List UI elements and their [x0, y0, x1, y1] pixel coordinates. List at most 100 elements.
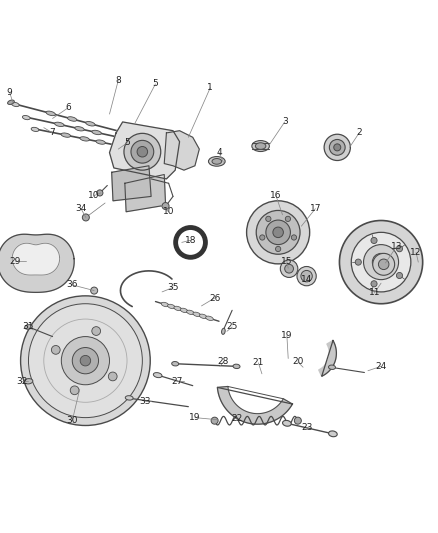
Text: 18: 18 — [185, 236, 196, 245]
Polygon shape — [125, 174, 166, 212]
Text: 17: 17 — [310, 204, 321, 213]
Circle shape — [256, 211, 300, 254]
Circle shape — [294, 417, 301, 424]
Circle shape — [301, 270, 312, 282]
Text: 33: 33 — [139, 397, 150, 406]
Ellipse shape — [172, 361, 179, 366]
Polygon shape — [0, 234, 74, 293]
Text: 7: 7 — [49, 128, 56, 138]
Circle shape — [70, 386, 79, 394]
Text: 5: 5 — [124, 139, 130, 148]
Text: 35: 35 — [167, 283, 179, 292]
Text: 23: 23 — [301, 423, 312, 432]
Polygon shape — [164, 131, 199, 170]
Circle shape — [276, 246, 281, 252]
Circle shape — [355, 259, 361, 265]
Text: 4: 4 — [216, 148, 222, 157]
Circle shape — [131, 140, 154, 163]
Ellipse shape — [67, 117, 77, 121]
Text: 16: 16 — [270, 191, 282, 200]
Circle shape — [285, 216, 290, 222]
Circle shape — [351, 232, 411, 292]
Ellipse shape — [252, 141, 269, 151]
Text: 28: 28 — [218, 358, 229, 367]
Circle shape — [162, 203, 169, 209]
Text: 10: 10 — [88, 191, 100, 200]
Ellipse shape — [283, 421, 291, 426]
Ellipse shape — [193, 312, 201, 317]
Circle shape — [396, 246, 403, 252]
Polygon shape — [112, 166, 151, 201]
Circle shape — [371, 281, 377, 287]
Circle shape — [373, 253, 395, 275]
Circle shape — [280, 260, 298, 278]
Circle shape — [82, 214, 89, 221]
Text: 5: 5 — [152, 79, 159, 88]
Ellipse shape — [96, 140, 106, 144]
Ellipse shape — [24, 378, 33, 384]
Circle shape — [137, 147, 148, 157]
Text: 34: 34 — [75, 204, 87, 213]
Ellipse shape — [25, 325, 32, 329]
Ellipse shape — [208, 157, 225, 166]
Text: 11: 11 — [369, 288, 380, 297]
Ellipse shape — [92, 130, 101, 135]
Text: 36: 36 — [67, 280, 78, 289]
Circle shape — [273, 227, 283, 238]
Circle shape — [247, 201, 310, 264]
Circle shape — [396, 272, 403, 279]
Circle shape — [334, 144, 341, 151]
Circle shape — [324, 134, 350, 160]
Text: 14: 14 — [301, 275, 312, 284]
Circle shape — [21, 296, 150, 425]
Circle shape — [92, 327, 101, 335]
Ellipse shape — [180, 308, 188, 313]
Ellipse shape — [212, 158, 222, 164]
Text: 32: 32 — [16, 377, 28, 386]
Ellipse shape — [187, 310, 194, 314]
Text: 15: 15 — [281, 257, 293, 266]
Ellipse shape — [168, 304, 175, 309]
Text: 10: 10 — [163, 207, 174, 216]
Text: 2: 2 — [357, 128, 362, 138]
Polygon shape — [110, 122, 180, 179]
Text: 12: 12 — [410, 248, 422, 257]
Text: 8: 8 — [115, 76, 121, 85]
Text: 1: 1 — [207, 83, 213, 92]
Ellipse shape — [80, 137, 89, 141]
Ellipse shape — [22, 116, 30, 120]
Circle shape — [372, 253, 390, 271]
Text: 25: 25 — [226, 322, 238, 332]
Circle shape — [329, 140, 345, 155]
Ellipse shape — [125, 395, 133, 400]
Text: 9: 9 — [7, 87, 13, 96]
Circle shape — [266, 220, 290, 245]
Ellipse shape — [206, 316, 213, 320]
Circle shape — [91, 287, 98, 294]
Text: 21: 21 — [253, 358, 264, 367]
Circle shape — [97, 190, 103, 196]
Circle shape — [72, 348, 99, 374]
Ellipse shape — [255, 143, 266, 149]
Circle shape — [266, 216, 271, 222]
Ellipse shape — [61, 133, 71, 138]
Ellipse shape — [31, 127, 39, 132]
Text: 31: 31 — [23, 322, 34, 332]
Text: 19: 19 — [281, 331, 293, 340]
Text: 6: 6 — [65, 103, 71, 112]
Circle shape — [378, 259, 389, 270]
Ellipse shape — [233, 364, 240, 368]
Text: 26: 26 — [209, 294, 220, 303]
Polygon shape — [217, 386, 293, 424]
Circle shape — [61, 336, 110, 385]
Circle shape — [260, 235, 265, 240]
Polygon shape — [319, 341, 336, 376]
Polygon shape — [12, 243, 60, 275]
Text: 29: 29 — [10, 257, 21, 266]
Circle shape — [108, 372, 117, 381]
Text: 20: 20 — [292, 358, 304, 367]
Text: 30: 30 — [67, 416, 78, 425]
Ellipse shape — [86, 122, 95, 126]
Circle shape — [51, 345, 60, 354]
Ellipse shape — [174, 306, 181, 311]
